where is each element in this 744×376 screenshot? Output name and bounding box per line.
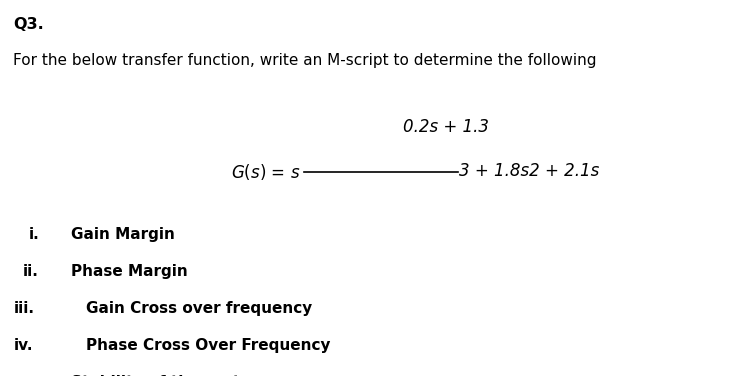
Text: Stability of the system: Stability of the system [71, 375, 266, 376]
Text: 3 + 1.8s2 + 2.1s: 3 + 1.8s2 + 2.1s [459, 162, 600, 180]
Text: 0.2s + 1.3: 0.2s + 1.3 [403, 118, 490, 136]
Text: For the below transfer function, write an M-script to determine the following: For the below transfer function, write a… [13, 53, 597, 68]
Text: Gain Cross over frequency: Gain Cross over frequency [86, 301, 312, 316]
Text: Phase Margin: Phase Margin [71, 264, 187, 279]
Text: ii.: ii. [22, 264, 38, 279]
Text: iv.: iv. [13, 338, 33, 353]
Text: v.: v. [13, 375, 28, 376]
Text: iii.: iii. [13, 301, 34, 316]
Text: $\mathit{G(s)}$ = $\mathit{s}$: $\mathit{G(s)}$ = $\mathit{s}$ [231, 162, 300, 182]
Text: Phase Cross Over Frequency: Phase Cross Over Frequency [86, 338, 330, 353]
Text: i.: i. [28, 227, 39, 243]
Text: Q3.: Q3. [13, 17, 44, 32]
Text: Gain Margin: Gain Margin [71, 227, 175, 243]
